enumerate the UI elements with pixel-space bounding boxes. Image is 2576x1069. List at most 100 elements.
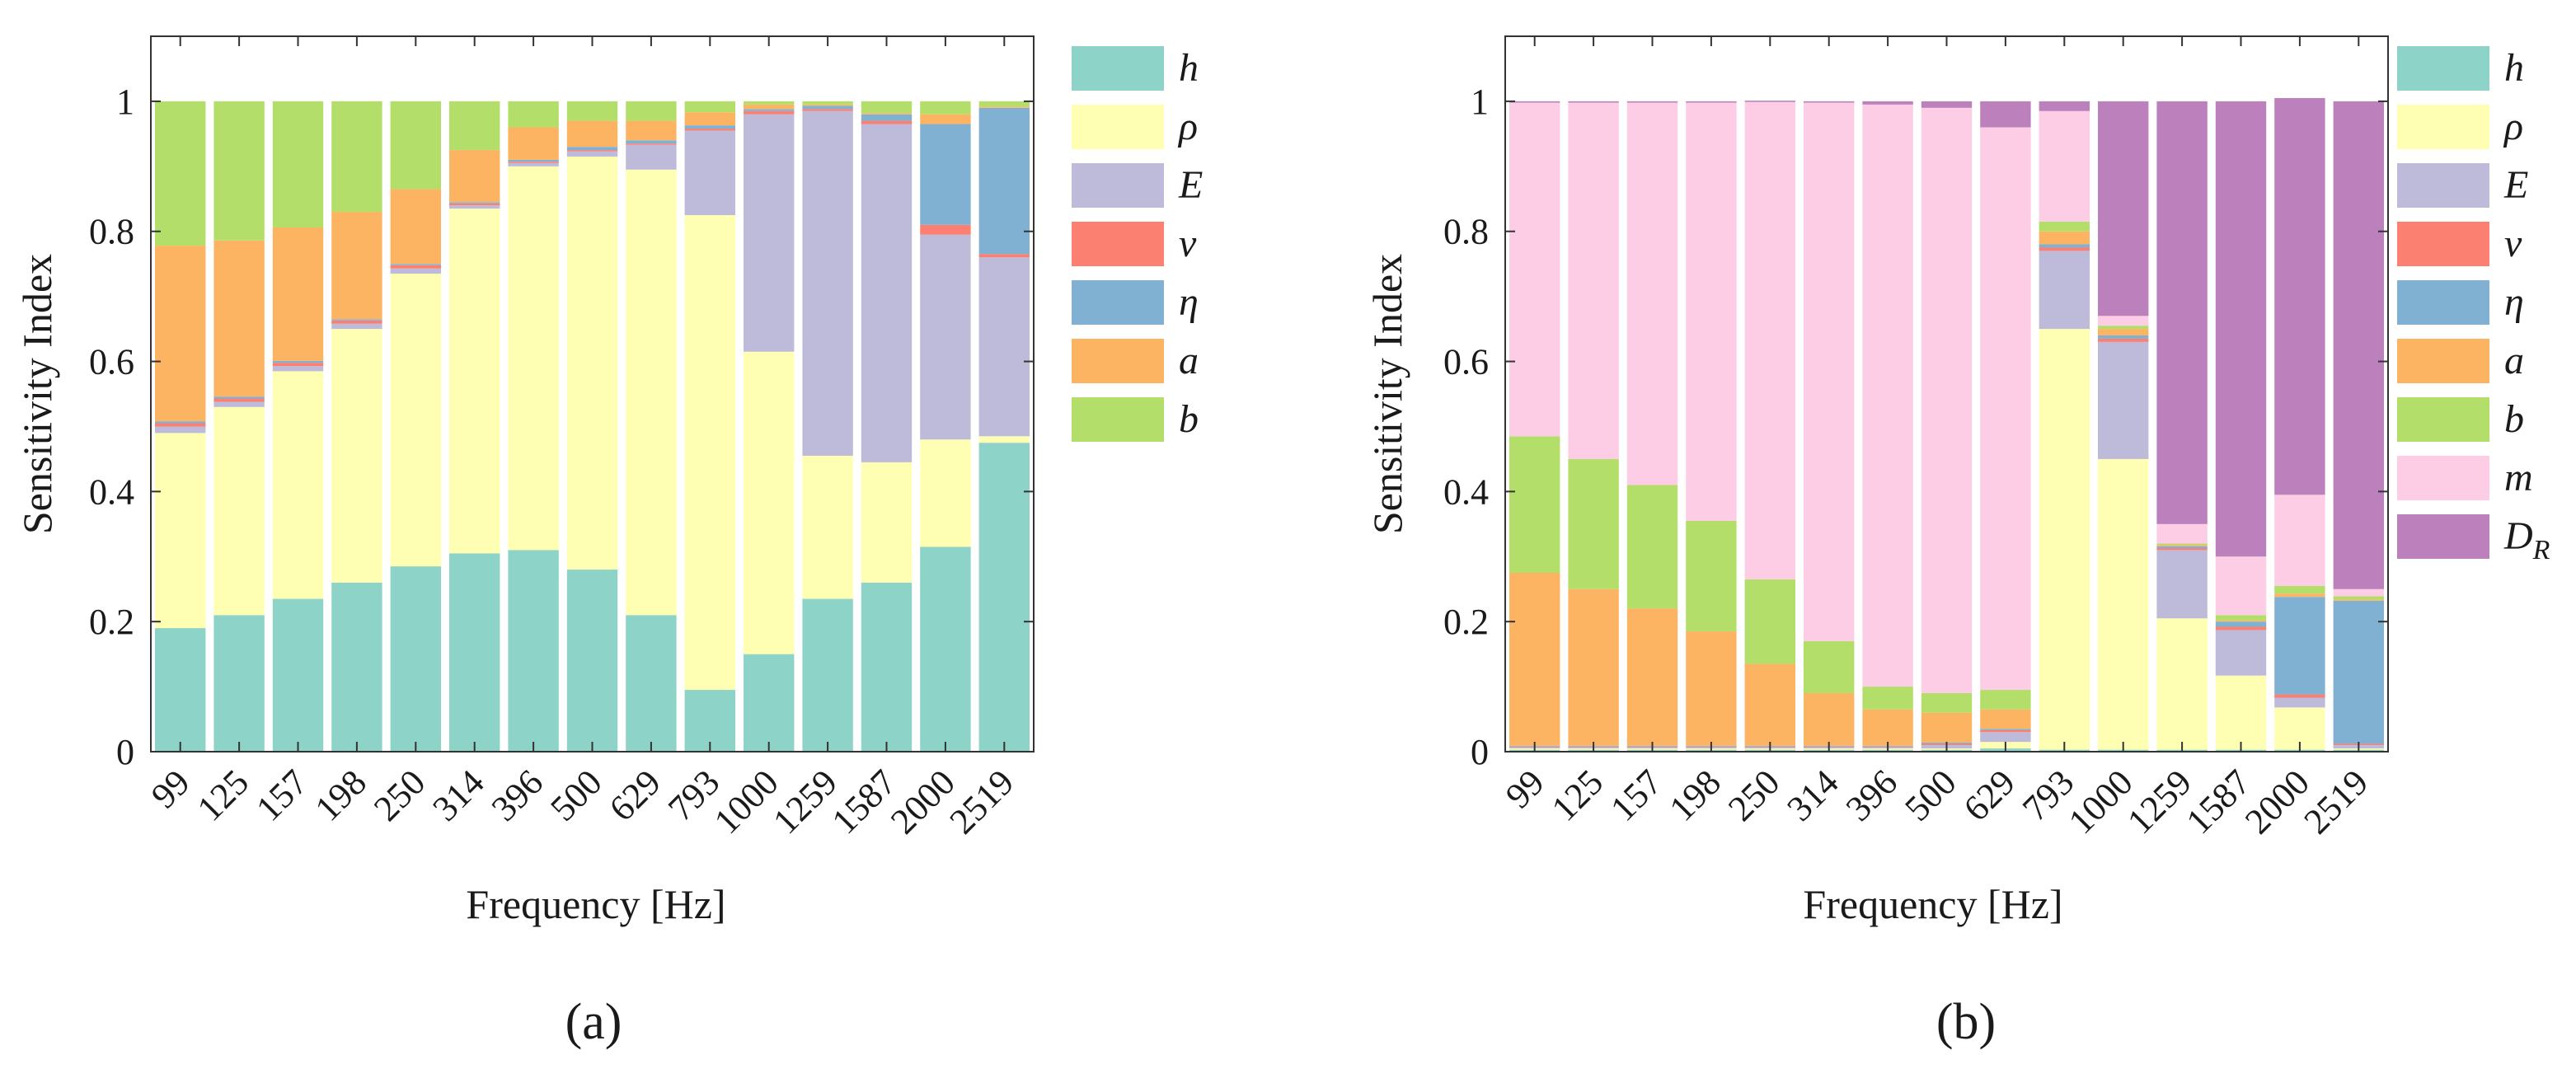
panel-a-ytick-label: 0.8 [89, 212, 134, 252]
panel-a-bar-b-1587 [861, 101, 913, 114]
panel-a-xtick-label-99: 99 [143, 762, 198, 816]
panel-b-legend-label-rho: ρ [2503, 105, 2523, 148]
panel-a-bar-b-1000 [744, 101, 795, 105]
panel-a-bar-E-125 [213, 401, 265, 407]
panel-a-legend-label-eta: η [1179, 280, 1199, 324]
panel-a-bar-h-198 [331, 582, 382, 752]
panel-a-bar-rho-500 [566, 156, 618, 570]
panel-a-bar-rho-2519 [978, 436, 1030, 443]
panel-a-bar-h-250 [390, 566, 441, 752]
panel-a-bar-nu-793 [684, 129, 735, 131]
panel-a-bar-h-157 [272, 598, 324, 752]
panel-a-bar-eta-1587 [861, 114, 913, 121]
panel-b-ytick-label: 0.4 [1443, 471, 1489, 512]
panel-a-xtick-label-125: 125 [190, 762, 256, 828]
panel-b-legend-label-E: E [2503, 163, 2528, 207]
panel-b-bar-a-629 [1980, 709, 2031, 729]
panel-a-bar-b-250 [390, 101, 441, 190]
panel-a-bar-a-500 [566, 120, 618, 148]
panel-a-xtick-label-250: 250 [366, 762, 433, 828]
panel-b-bar-eta-1587 [2215, 621, 2267, 627]
panel-a-bar-h-1587 [861, 582, 913, 752]
panel-a-xtick-label-2519: 2519 [941, 762, 1021, 842]
panel-a-legend-label-E: E [1178, 163, 1203, 207]
panel-a-xtick-label-500: 500 [542, 762, 609, 828]
panel-a-bar-a-99 [155, 246, 206, 422]
panel-b-bar-m-1587 [2215, 556, 2267, 616]
panel-a-bar-E-198 [331, 323, 382, 330]
panel-b-bar-DR-314 [1804, 101, 1855, 103]
panel-b-xtick-label-314: 314 [1779, 762, 1846, 828]
panel-b-ytick-label: 0 [1471, 732, 1489, 772]
panel-b-bar-m-629 [1980, 127, 2031, 691]
panel-a-bar-nu-2519 [978, 254, 1030, 258]
panel-a-bar-eta-1259 [802, 105, 853, 110]
panel-a-bar-eta-314 [449, 202, 500, 204]
panel-a-bar-h-500 [566, 570, 618, 752]
panel-a-bar-b-396 [508, 101, 559, 128]
panel-a-bar-rho-1587 [861, 462, 913, 583]
panel-a-bar-b-125 [213, 101, 265, 241]
panel-a-bar-E-1000 [744, 114, 795, 352]
panel-b-legend-label-nu: ν [2504, 222, 2522, 265]
panel-b-bar-b-99 [1509, 436, 1560, 573]
panel-b-bar-b-1000 [2098, 326, 2149, 330]
panel-a-bar-a-125 [213, 240, 265, 397]
panel-a-bar-nu-500 [566, 150, 618, 152]
panel-b-bar-a-500 [1921, 712, 1973, 743]
panel-b-bar-b-2000 [2274, 585, 2325, 594]
panel-a-bar-nu-198 [331, 320, 382, 324]
panel-a-xtick-label-1587: 1587 [824, 762, 904, 842]
panel-a-bar-nu-250 [390, 265, 441, 269]
panel-a-bar-E-1587 [861, 124, 913, 462]
panel-b-xtick-label-2000: 2000 [2237, 762, 2317, 842]
panel-b-legend-label-DR: DR [2503, 514, 2550, 565]
panel-a-legend-label-b: b [1179, 397, 1199, 441]
panel-b-bar-DR-500 [1921, 101, 1973, 108]
panel-a-xtick-label-314: 314 [425, 762, 491, 828]
panel-a-bar-a-396 [508, 127, 559, 160]
panel-a-bar-nu-157 [272, 363, 324, 367]
panel-a-bar-rho-157 [272, 371, 324, 599]
panel-a-bar-a-2000 [920, 114, 971, 124]
panel-a-bar-E-1259 [802, 110, 853, 456]
panel-b-bar-b-1587 [2215, 615, 2267, 621]
panel-b-bar-DR-250 [1744, 101, 1795, 102]
panel-a-bar-eta-1000 [744, 109, 795, 111]
panel-a-legend-swatch-b [1072, 397, 1164, 442]
panel-a-bar-b-314 [449, 101, 500, 151]
panel-a-x-axis-title: Frequency [Hz] [466, 881, 725, 927]
panel-b-bar-DR-396 [1862, 101, 1913, 105]
panel-b-bar-m-2519 [2333, 588, 2384, 597]
panel-a-bar-eta-629 [626, 140, 677, 144]
panel-b-xtick-label-500: 500 [1897, 762, 1964, 828]
panel-a-bar-h-314 [449, 553, 500, 752]
panel-b-bar-m-125 [1568, 102, 1619, 459]
panel-b-xtick-label-396: 396 [1838, 762, 1905, 828]
panel-b-xtick-label-250: 250 [1720, 762, 1787, 828]
panel-b-bar-nu-1587 [2215, 626, 2267, 631]
panel-b-y-axis-title: Sensitivity Index [1364, 254, 1410, 534]
panel-b-bar-m-99 [1509, 102, 1560, 437]
panel-a-bar-a-198 [331, 212, 382, 320]
panel-a-bar-E-157 [272, 366, 324, 372]
panel-b-bar-b-2519 [2333, 596, 2384, 600]
panel-a-bar-eta-250 [390, 264, 441, 265]
panel-a-bar-h-99 [155, 628, 206, 752]
panel-b-legend-swatch-m [2397, 456, 2489, 500]
panel-a-bar-b-99 [155, 101, 206, 246]
panel-b-bar-E-1000 [2098, 341, 2149, 459]
panel-a-bar-a-2519 [978, 106, 1030, 108]
panel-a-bar-rho-99 [155, 433, 206, 629]
panel-a-bar-nu-629 [626, 143, 677, 145]
panel-b-bar-eta-793 [2039, 244, 2090, 248]
panel-a-bar-nu-125 [213, 398, 265, 402]
panel-b-ytick-label: 0.2 [1443, 602, 1489, 642]
panel-b-bar-E-2000 [2274, 697, 2325, 708]
panel-a-xtick-label-396: 396 [484, 762, 551, 828]
panel-a-bar-eta-500 [566, 147, 618, 151]
panel-b-bar-b-396 [1862, 687, 1913, 710]
panel-a-legend-swatch-nu [1072, 222, 1164, 266]
